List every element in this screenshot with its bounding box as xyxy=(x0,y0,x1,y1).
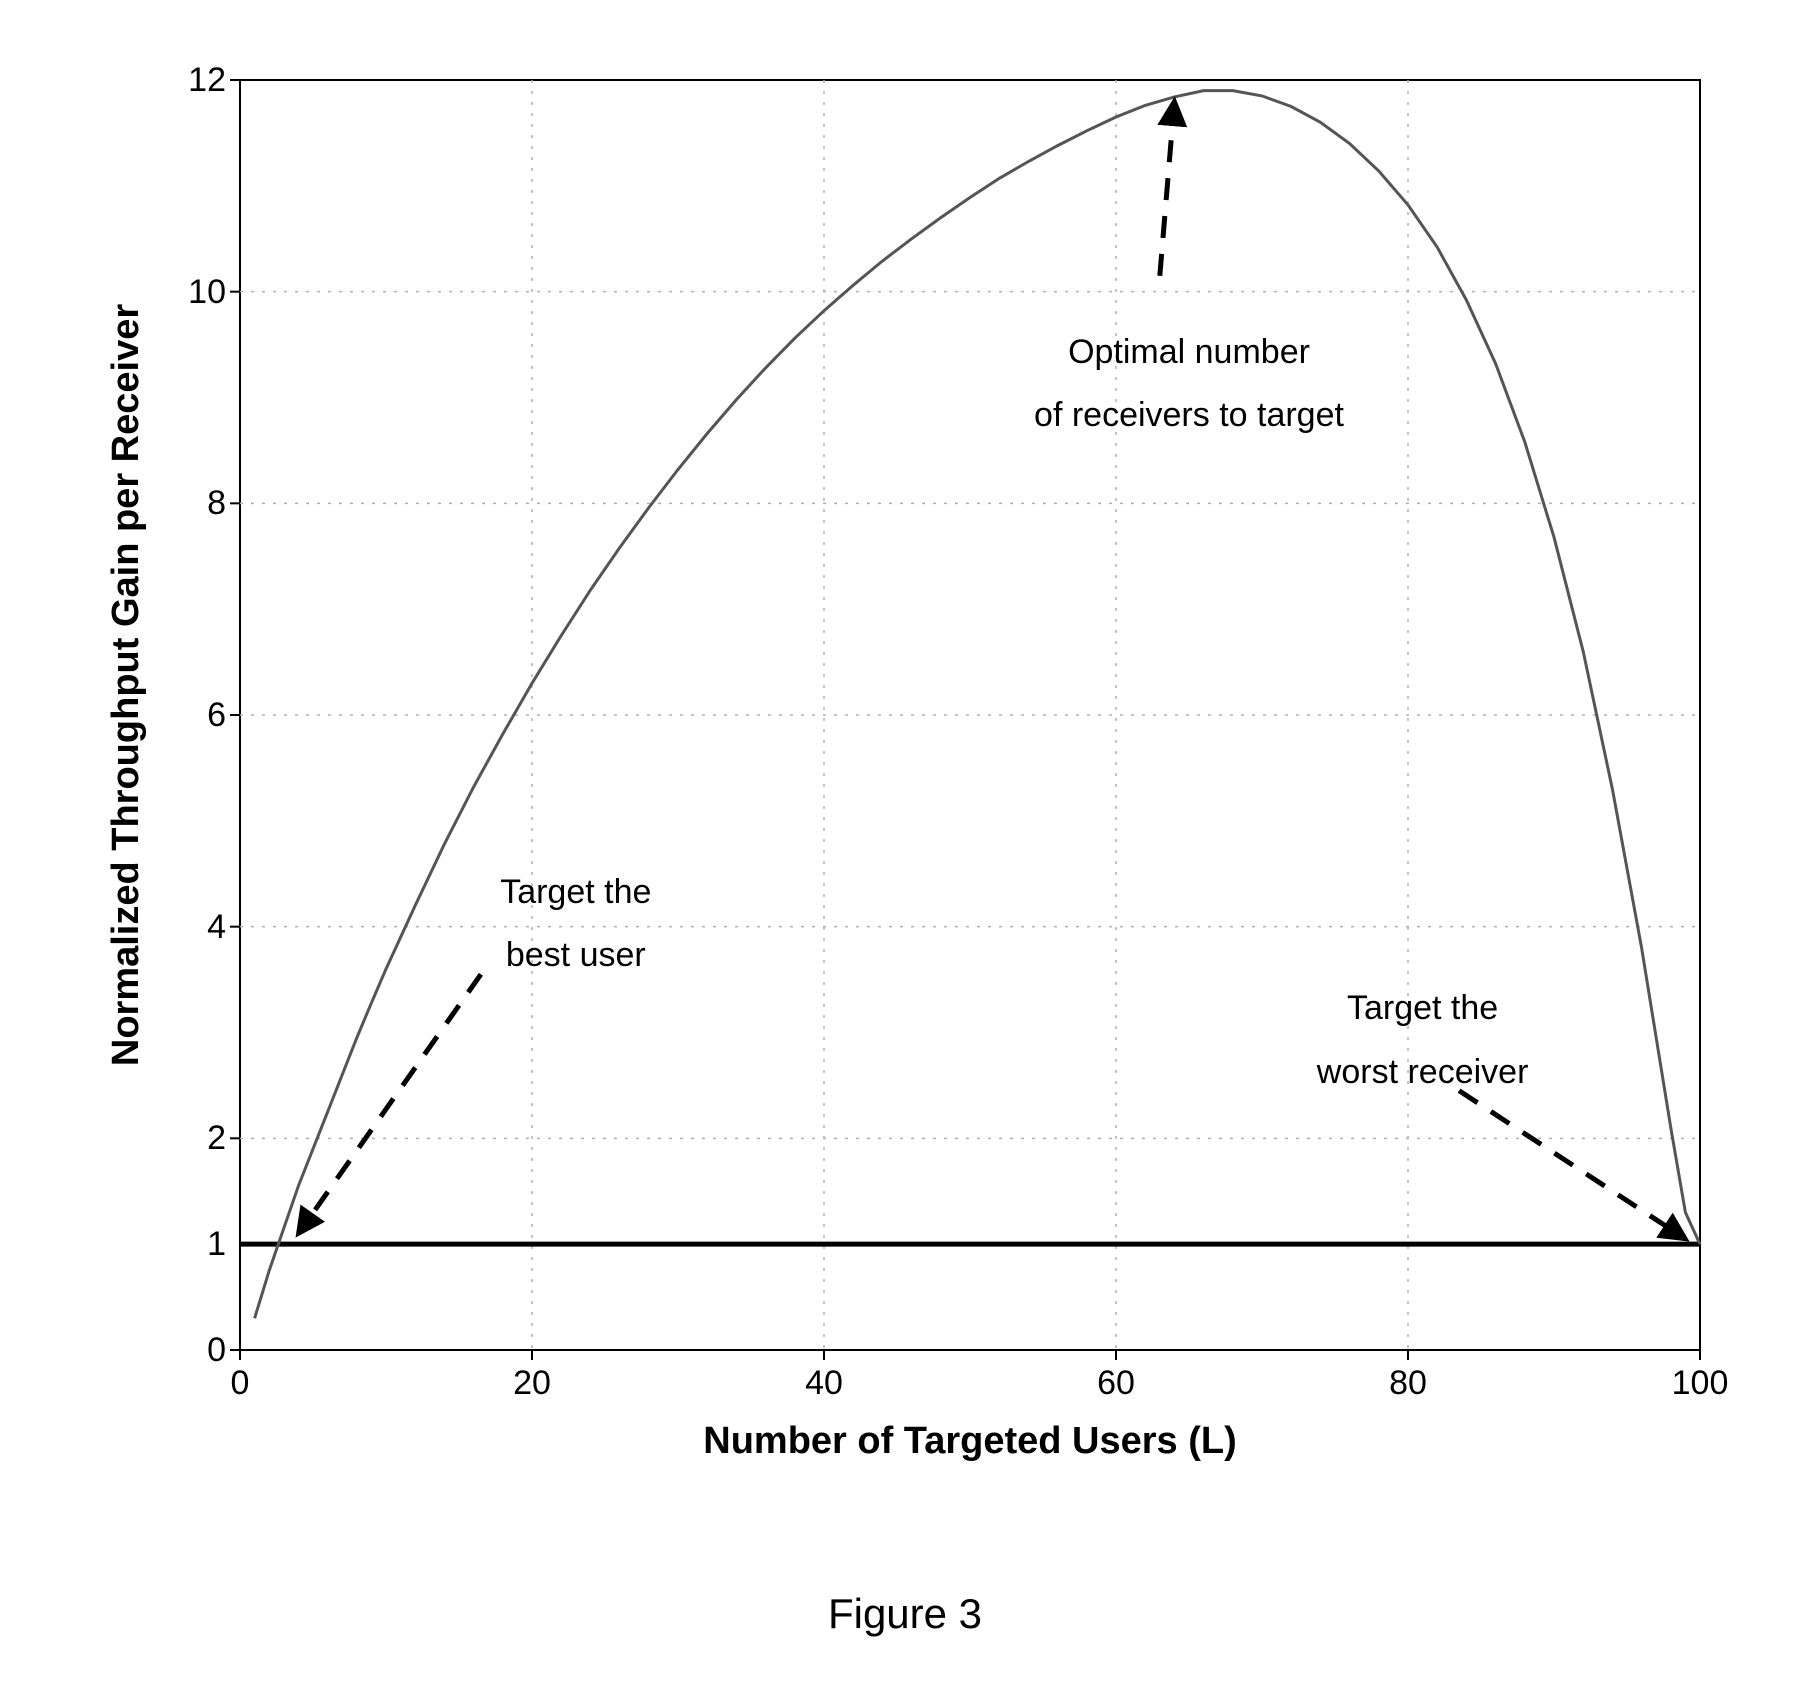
y-tick-label: 10 xyxy=(188,273,226,312)
annotation-text: Target the xyxy=(326,873,826,912)
y-tick-label: 2 xyxy=(207,1119,226,1158)
x-tick-label: 40 xyxy=(794,1364,854,1403)
x-tick-label: 80 xyxy=(1378,1364,1438,1403)
figure-stage: 0204060801000124681012Number of Targeted… xyxy=(0,0,1810,1682)
x-tick-label: 100 xyxy=(1670,1364,1730,1403)
annotation-text: of receivers to target xyxy=(939,396,1439,435)
y-axis-label: Normalized Throughput Gain per Receiver xyxy=(105,235,148,1135)
y-tick-label: 6 xyxy=(207,696,226,735)
y-tick-label: 12 xyxy=(188,61,226,100)
annotation-text: Target the xyxy=(1173,989,1673,1028)
y-tick-label: 0 xyxy=(207,1331,226,1370)
figure-caption: Figure 3 xyxy=(785,1590,1025,1638)
x-tick-label: 60 xyxy=(1086,1364,1146,1403)
y-tick-label: 8 xyxy=(207,484,226,523)
annotation-text: best user xyxy=(326,936,826,975)
plot-area xyxy=(240,80,1700,1350)
annotation-text: worst receiver xyxy=(1173,1053,1673,1092)
x-tick-label: 20 xyxy=(502,1364,562,1403)
y-tick-label: 1 xyxy=(207,1225,226,1264)
x-axis-label: Number of Targeted Users (L) xyxy=(670,1420,1270,1463)
y-tick-label: 4 xyxy=(207,908,226,947)
annotation-text: Optimal number xyxy=(939,333,1439,372)
